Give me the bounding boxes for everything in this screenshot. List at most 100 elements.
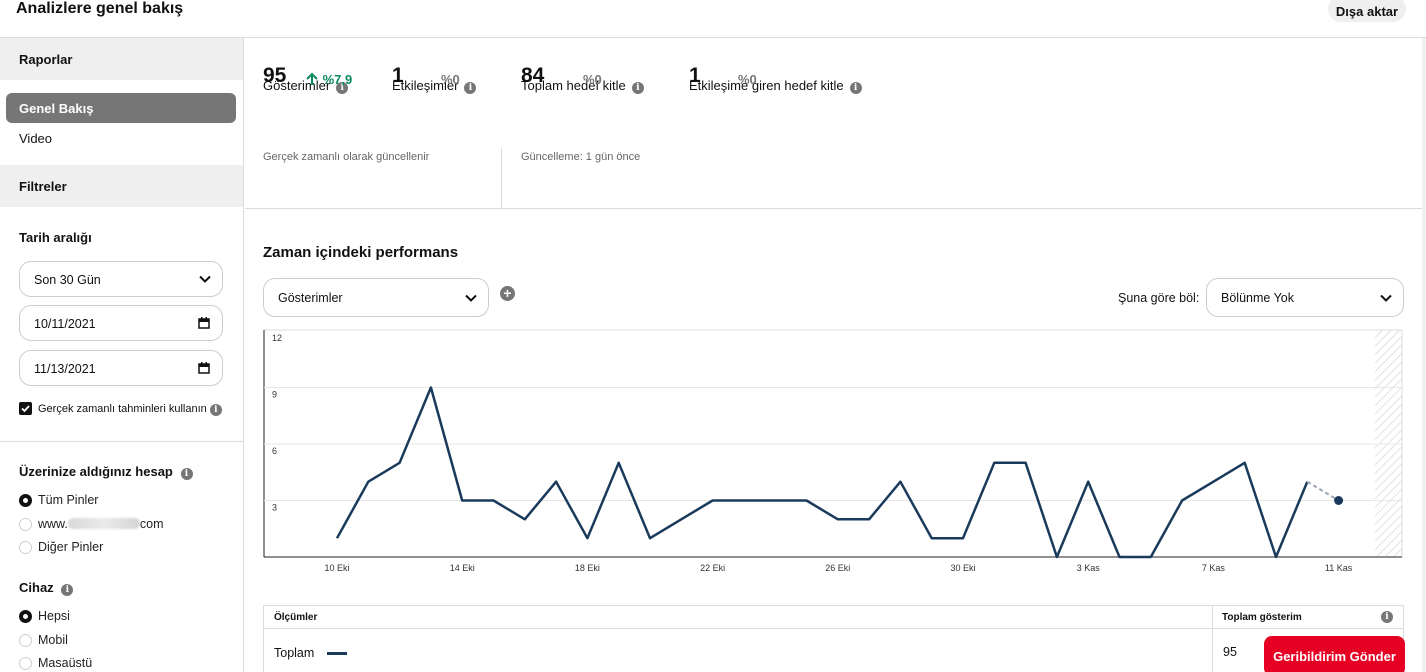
radio-unchecked[interactable] <box>19 518 32 531</box>
table-row-total: 95 <box>1223 645 1237 659</box>
start-date-field[interactable]: 10/11/2021 <box>19 305 223 341</box>
nav-video[interactable]: Video <box>6 123 236 153</box>
data-points <box>1334 496 1344 505</box>
device-option-mobile-label: Mobil <box>38 633 68 647</box>
blurred-domain <box>67 518 140 529</box>
x-tick-label: 18 Eki <box>575 563 600 573</box>
metric-engagements: Etkileşimler i <box>392 78 477 94</box>
account-heading-text: Üzerinize aldığınız hesap <box>19 464 173 479</box>
realtime-estimates-checkbox[interactable] <box>19 402 32 415</box>
split-by-value: Bölünme Yok <box>1221 291 1294 305</box>
metric-impressions-change: %7,9 <box>305 72 352 87</box>
arrow-up-icon <box>306 72 318 85</box>
end-date-field[interactable]: 11/13/2021 <box>19 350 223 386</box>
table-row-separator <box>264 628 1403 629</box>
calendar-icon <box>198 317 210 329</box>
metric-label-text: Gösterimler <box>263 78 331 93</box>
performance-title: Zaman içindeki performans <box>263 244 459 261</box>
chevron-down-icon <box>1380 294 1392 302</box>
chevron-down-icon <box>199 275 211 283</box>
chart-grid <box>263 329 1403 558</box>
date-range-label: Tarih aralığı <box>19 230 92 245</box>
metric-impressions-value: 95 <box>263 64 287 87</box>
metric-engagements-change: %0 <box>441 72 460 87</box>
top-bar: Analizlere genel bakış Dışa aktar <box>0 0 1426 38</box>
calendar-icon <box>198 362 210 374</box>
metric-label: Toplam hedef kitle i <box>521 78 644 94</box>
device-option-desktop-label: Masaüstü <box>38 656 93 670</box>
metric-label-text: Etkileşimler <box>392 78 459 93</box>
x-tick-label: 7 Kas <box>1202 563 1226 573</box>
radio-unchecked[interactable] <box>19 657 32 670</box>
metric-total-audience-change: %0 <box>583 72 602 87</box>
y-tick-label: 9 <box>272 390 277 400</box>
series-legend-swatch <box>327 652 347 655</box>
info-icon[interactable]: i <box>849 82 862 94</box>
metric-label: Etkileşime giren hedef kitle i <box>689 78 862 94</box>
radio-unchecked[interactable] <box>19 634 32 647</box>
reports-section-header: Raporlar <box>0 38 243 80</box>
metric-total-audience-value: 84 <box>521 64 545 87</box>
table-header-metrics-text: Ölçümler <box>274 612 318 623</box>
estimated-point[interactable] <box>1334 496 1344 505</box>
date-range-select[interactable]: Son 30 Gün <box>19 261 223 297</box>
nav-overview[interactable]: Genel Bakış <box>6 93 236 123</box>
end-date-value: 11/13/2021 <box>34 362 96 376</box>
date-range-value: Son 30 Gün <box>34 273 101 287</box>
metric-impressions: Gösterimler i <box>263 78 349 94</box>
account-option-all-pins-label: Tüm Pinler <box>38 493 99 507</box>
x-tick-label: 30 Eki <box>950 563 975 573</box>
info-icon[interactable]: i <box>209 404 222 416</box>
updated-note: Güncelleme: 1 gün önce <box>521 151 641 163</box>
filters-heading: Filtreler <box>19 179 67 194</box>
series-line <box>335 386 1309 559</box>
y-tick-label: 6 <box>272 446 277 456</box>
device-heading-text: Cihaz <box>19 580 54 595</box>
website-suffix: com <box>139 517 164 531</box>
metric-label: Gösterimler i <box>263 78 349 94</box>
check-icon <box>21 405 30 413</box>
export-button[interactable]: Dışa aktar <box>1328 0 1406 22</box>
y-axis-labels: 3 6 9 12 <box>272 333 282 513</box>
chevron-down-icon <box>465 294 477 302</box>
radio-unchecked[interactable] <box>19 541 32 554</box>
table-row-label: Toplam <box>274 646 315 660</box>
start-date-value: 10/11/2021 <box>34 317 96 331</box>
x-tick-label: 14 Eki <box>450 563 475 573</box>
realtime-note: Gerçek zamanlı olarak güncellenir <box>263 151 430 163</box>
info-icon[interactable]: i <box>464 82 477 94</box>
metric-engaged-audience-value: 1 <box>689 64 701 87</box>
x-tick-label: 22 Eki <box>700 563 725 573</box>
send-feedback-button[interactable]: Geribildirim Gönder <box>1264 636 1405 672</box>
metric-engaged-audience: Etkileşime giren hedef kitle i <box>689 78 862 94</box>
x-tick-label: 26 Eki <box>825 563 850 573</box>
info-icon[interactable]: i <box>180 468 193 480</box>
metric-total-audience: Toplam hedef kitle i <box>521 78 644 94</box>
scrollbar[interactable] <box>1422 38 1426 672</box>
info-icon[interactable]: i <box>336 82 349 94</box>
estimated-series-line <box>1306 480 1340 502</box>
sidebar-divider <box>0 441 243 442</box>
performance-chart: 3 6 9 12 10 Eki 14 Eki 18 Eki 22 Eki 26 Eki 30 E… <box>263 329 1403 573</box>
account-heading: Üzerinize aldığınız hesap i <box>19 464 193 480</box>
metric-engaged-audience-change: %0 <box>738 72 757 87</box>
info-icon[interactable]: i <box>61 584 74 596</box>
y-tick-label: 3 <box>272 503 277 513</box>
metrics-table: Ölçümler Toplam gösterim i Toplam 95 <box>263 605 1404 672</box>
radio-checked[interactable] <box>19 494 32 507</box>
reports-heading: Raporlar <box>19 52 73 67</box>
x-tick-label: 11 Kas <box>1325 563 1353 573</box>
add-metric-icon[interactable]: + <box>500 286 515 301</box>
account-option-other-pins-label: Diğer Pinler <box>38 540 104 554</box>
radio-checked[interactable] <box>19 610 32 623</box>
realtime-estimates-label: Gerçek zamanlı tahminleri kullanın i <box>38 403 222 416</box>
info-icon[interactable]: i <box>631 82 644 94</box>
split-by-select[interactable]: Bölünme Yok <box>1206 278 1404 317</box>
realtime-estimates-text: Gerçek zamanlı tahminleri kullanın <box>38 403 207 415</box>
filters-section-header: Filtreler <box>0 165 243 207</box>
info-icon[interactable]: i <box>1381 611 1393 623</box>
metric-select[interactable]: Gösterimler <box>263 278 489 317</box>
device-heading: Cihaz i <box>19 580 74 596</box>
metric-label: Etkileşimler i <box>392 78 477 94</box>
metric-impressions-change-text: %7,9 <box>322 72 353 87</box>
